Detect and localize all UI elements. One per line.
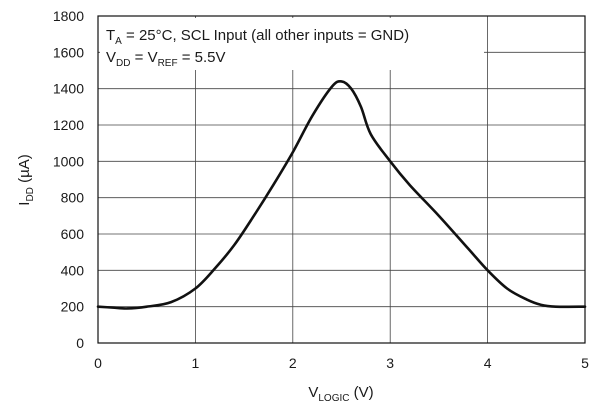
y-tick-label: 400 [61, 262, 85, 278]
annotation-line-1-sub: A [115, 36, 122, 47]
y-tick-label: 1200 [53, 117, 84, 133]
y-axis-label: IDD (µA) [16, 154, 36, 205]
x-axis-label-main: V [308, 384, 318, 401]
annotation-line-2-a: V [106, 49, 116, 66]
y-tick-label: 1000 [53, 153, 84, 169]
y-tick-label: 1600 [53, 44, 84, 60]
y-axis-label-main: I [16, 202, 33, 206]
annotation-line-2: VDD = VREF = 5.5V [106, 49, 226, 69]
annotation-line-2-b-sub: REF [158, 58, 178, 69]
x-axis-label-unit: (V) [349, 384, 373, 401]
y-tick-label: 1800 [53, 8, 84, 24]
x-tick-label: 5 [581, 355, 589, 371]
y-tick-label: 800 [61, 190, 85, 206]
x-tick-label: 2 [289, 355, 297, 371]
x-tick-labels: 0 1 2 3 4 5 [94, 355, 589, 371]
y-tick-label: 600 [61, 226, 85, 242]
x-axis-label: VLOGIC (V) [308, 384, 373, 404]
x-tick-label: 1 [192, 355, 200, 371]
x-tick-label: 0 [94, 355, 102, 371]
x-tick-label: 4 [484, 355, 492, 371]
x-tick-label: 3 [386, 355, 394, 371]
y-axis-label-sub: DD [25, 187, 36, 201]
y-tick-label: 0 [76, 335, 84, 351]
annotation-box [100, 18, 484, 70]
y-tick-labels: 0 200 400 600 800 1000 1200 1400 1600 1800 [53, 8, 84, 351]
annotation-line-1-pre: T [106, 27, 115, 44]
annotation-line-2-a-sub: DD [116, 58, 130, 69]
annotation-line-1-post: = 25°C, SCL Input (all other inputs = GN… [122, 27, 409, 44]
x-axis-label-sub: LOGIC [318, 393, 349, 404]
annotation-line-1: TA = 25°C, SCL Input (all other inputs =… [106, 27, 409, 47]
annotation-line-2-b: = V [130, 49, 157, 66]
y-tick-label: 1400 [53, 81, 84, 97]
series-line [96, 80, 587, 310]
plot-frame [97, 15, 586, 344]
y-tick-label: 200 [61, 299, 85, 315]
y-axis-label-unit: (µA) [16, 154, 33, 187]
annotation-line-2-c: = 5.5V [178, 49, 226, 66]
